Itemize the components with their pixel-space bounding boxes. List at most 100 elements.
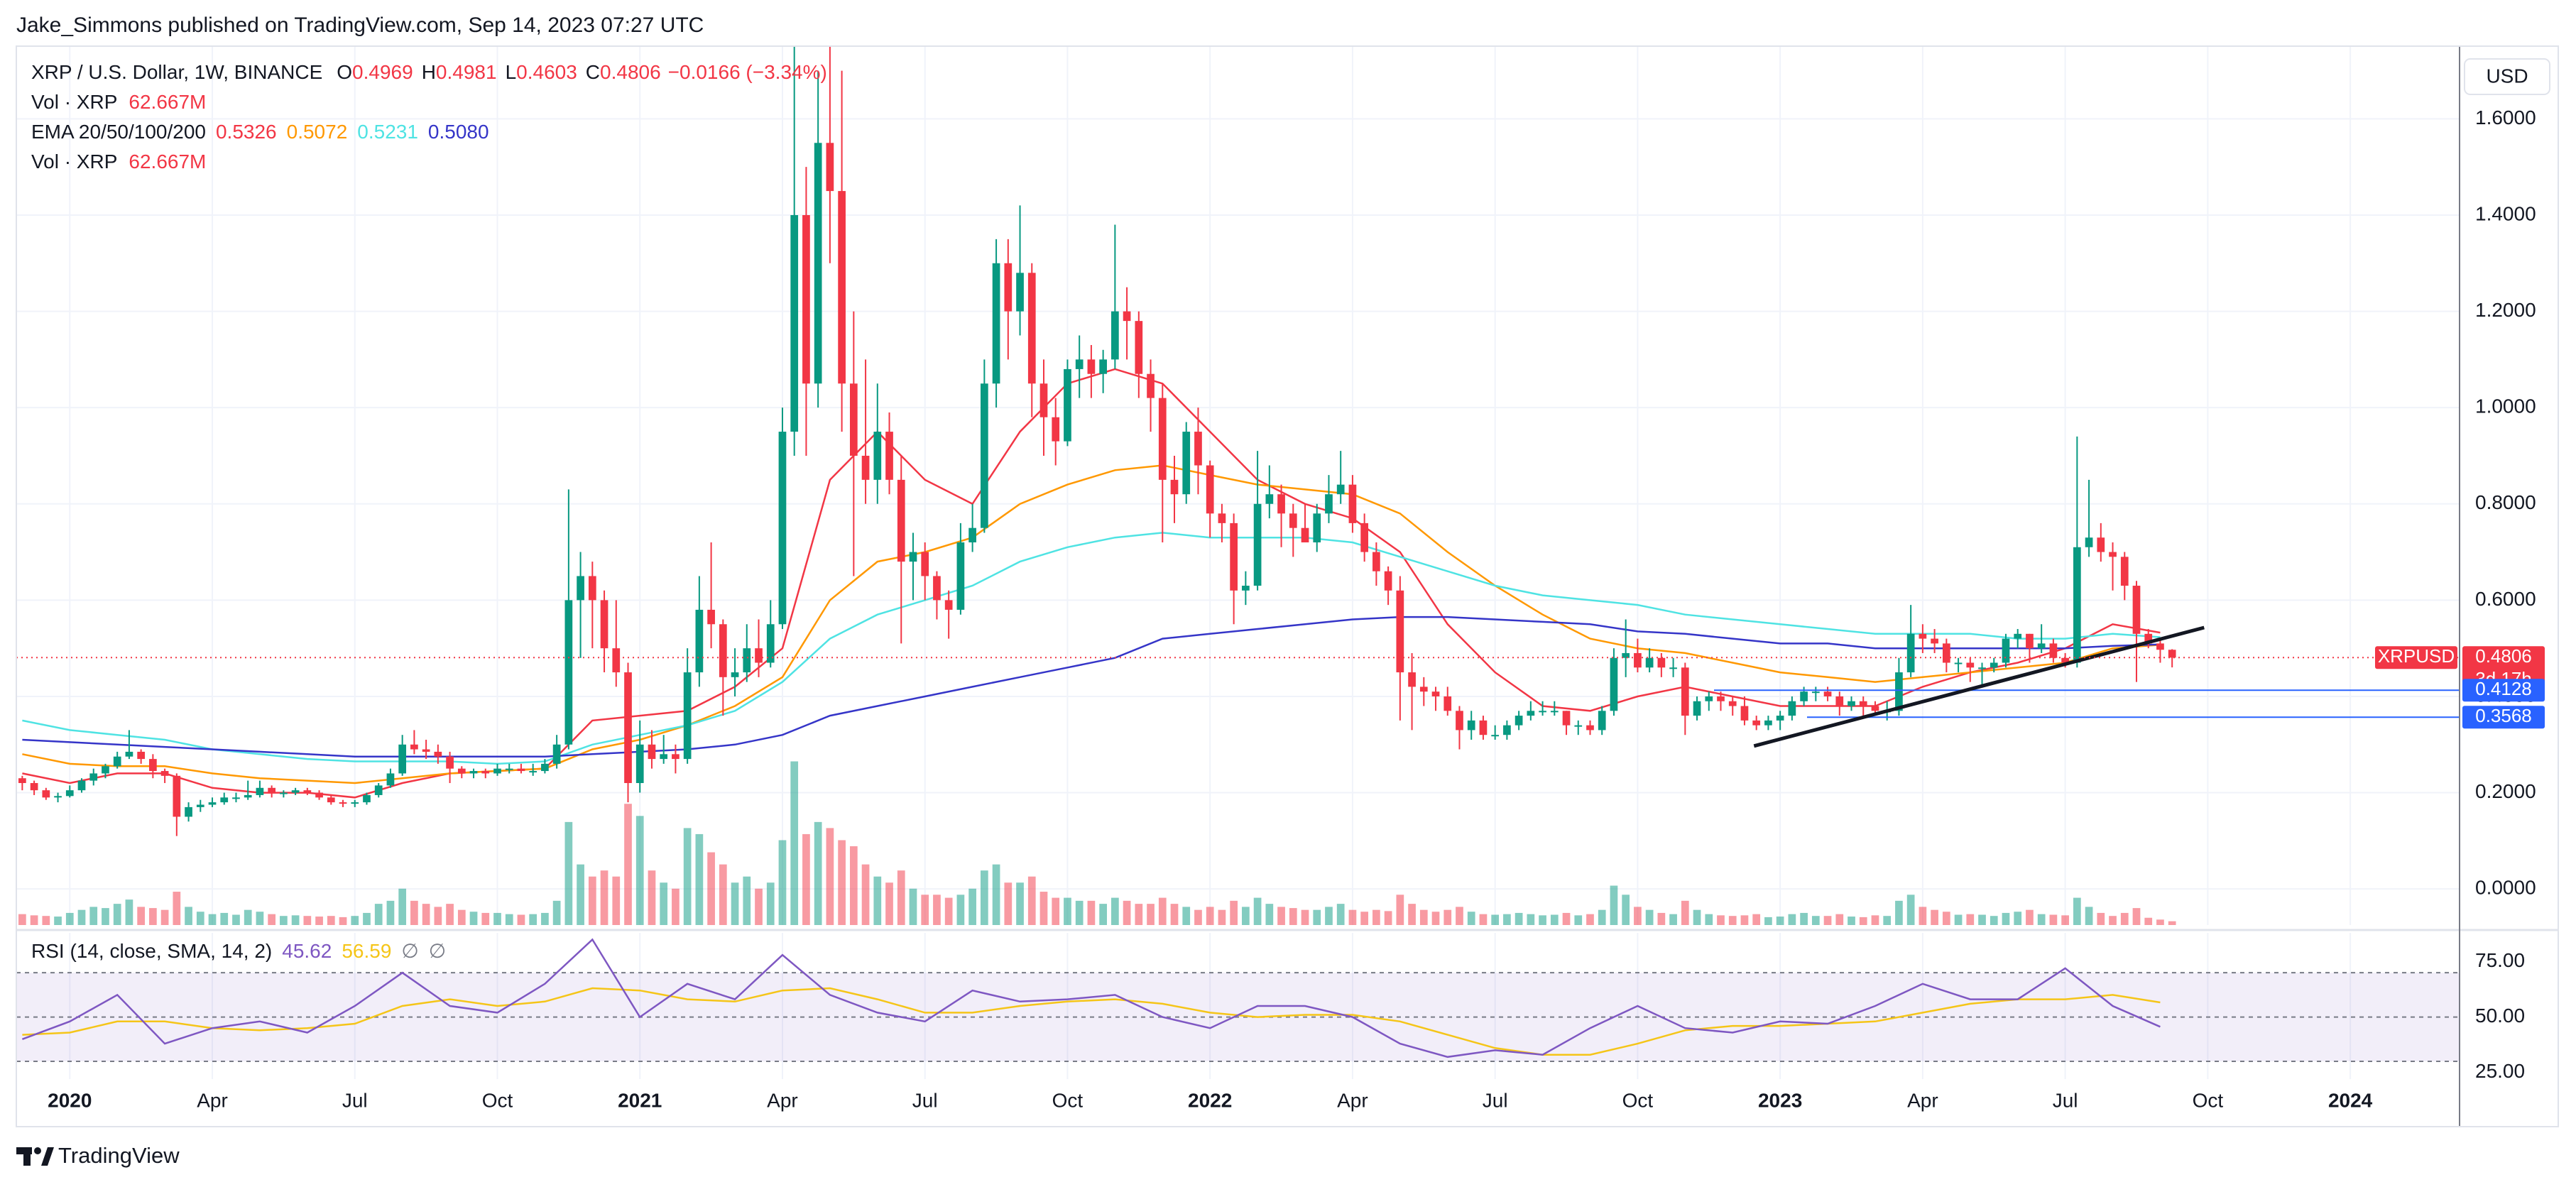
- volume-bar: [1301, 909, 1309, 925]
- volume-bar: [755, 888, 763, 925]
- candle-body: [731, 672, 739, 677]
- candle-body: [2002, 638, 2010, 663]
- volume-bar: [885, 882, 893, 925]
- volume-bar: [1990, 916, 1998, 925]
- ohlc-value: 0.4969: [352, 61, 413, 83]
- candle-body: [2026, 633, 2034, 649]
- candle-body: [635, 744, 644, 783]
- candle-body: [1835, 696, 1844, 706]
- volume-bar: [1574, 915, 1583, 925]
- candle-body: [327, 797, 335, 803]
- volume-bar: [1550, 914, 1559, 925]
- volume-bar: [1348, 909, 1357, 925]
- volume-bar: [54, 917, 62, 925]
- x-tick-label: 2024: [2328, 1089, 2373, 1111]
- candle-body: [1693, 701, 1701, 716]
- volume-legend-name: Vol · XRP: [31, 151, 117, 173]
- x-tick-label: Jul: [342, 1089, 368, 1111]
- rsi-legend-extra: ∅: [429, 940, 446, 962]
- ohlc-key: L: [506, 61, 517, 83]
- x-tick-label: Oct: [1622, 1089, 1654, 1111]
- currency-button[interactable]: [2464, 58, 2550, 95]
- candle-body: [457, 768, 466, 774]
- candle-body: [1123, 311, 1131, 322]
- candle-body: [2097, 537, 2105, 552]
- y-tick-label: 0.6000: [2475, 588, 2536, 610]
- volume-bar: [1313, 909, 1321, 925]
- candle-body: [968, 527, 976, 543]
- candle-body: [54, 796, 62, 798]
- rsi-legend-value: 45.62: [282, 940, 332, 962]
- candle-body: [1253, 503, 1262, 586]
- candle-body: [2120, 557, 2129, 586]
- candle-body: [1966, 662, 1975, 668]
- volume-bar: [1883, 916, 1892, 925]
- candle-body: [386, 773, 395, 786]
- candle-body: [1182, 432, 1191, 495]
- candle-body: [89, 773, 98, 781]
- candle-body: [577, 576, 584, 601]
- candle-body: [2109, 552, 2117, 557]
- candle-body: [505, 768, 513, 770]
- candle-body: [2085, 537, 2093, 547]
- candle-body: [1064, 368, 1071, 442]
- volume-bar: [2085, 907, 2093, 925]
- level-tag-label: 0.4128: [2475, 678, 2532, 699]
- volume-bar: [351, 916, 359, 925]
- candle-body: [220, 797, 229, 803]
- price-pane: [16, 46, 2460, 925]
- candle-body: [849, 383, 858, 456]
- volume-bar: [719, 864, 727, 925]
- x-tick-label: Oct: [2193, 1089, 2224, 1111]
- x-tick-label: Apr: [197, 1089, 228, 1111]
- currency-label[interactable]: USD: [2486, 65, 2528, 87]
- candle-body: [1931, 638, 1938, 644]
- volume-legend-value: 62.667M: [129, 151, 206, 173]
- volume-bar: [635, 816, 644, 925]
- rsi-tick-label: 25.00: [2475, 1060, 2525, 1082]
- candle-body: [624, 672, 632, 783]
- volume-bar: [577, 864, 584, 925]
- volume-bar: [2073, 897, 2081, 925]
- volume-bar: [1431, 912, 1440, 925]
- candle-body: [719, 624, 727, 677]
- candle-body: [1574, 725, 1583, 727]
- volume-bar: [137, 907, 145, 925]
- volume-bar: [1764, 917, 1772, 925]
- candle-body: [778, 432, 787, 625]
- candle-body: [873, 432, 882, 480]
- candle-body: [1942, 643, 1950, 663]
- volume-bar: [1717, 915, 1725, 925]
- volume-bar: [125, 899, 133, 925]
- volume-bar: [374, 904, 383, 925]
- candle-body: [600, 600, 608, 649]
- x-tick-label: Jul: [912, 1089, 938, 1111]
- y-tick-label: 1.0000: [2475, 395, 2536, 417]
- volume-bar: [410, 900, 418, 925]
- volume-bar: [1039, 892, 1048, 925]
- volume-bar: [1372, 909, 1380, 925]
- candle-body: [469, 771, 478, 774]
- candle-body: [1206, 465, 1214, 514]
- x-tick-label: Jul: [2053, 1089, 2078, 1111]
- volume-bar: [1491, 914, 1500, 925]
- candle-body: [1396, 590, 1404, 673]
- rsi-legend-extra: ∅: [401, 940, 418, 962]
- volume-bar: [1871, 915, 1879, 925]
- candle-body: [1360, 523, 1369, 552]
- rsi-legend-value: 56.59: [342, 940, 391, 962]
- volume-bar: [766, 882, 775, 925]
- logo-slash: [41, 1147, 54, 1166]
- candle-body: [944, 600, 953, 610]
- ema-legend-value: 0.5326: [216, 121, 277, 143]
- footer-brand: TradingView: [58, 1143, 180, 1168]
- candle-body: [992, 263, 1000, 384]
- volume-bar: [695, 833, 704, 925]
- volume-bar: [1634, 907, 1642, 925]
- candle-body: [1277, 494, 1285, 514]
- volume-bar: [2061, 915, 2069, 925]
- candle-body: [755, 648, 763, 663]
- volume-bar: [1776, 917, 1784, 925]
- volume-bar: [1681, 900, 1689, 925]
- volume-bar: [1111, 897, 1119, 925]
